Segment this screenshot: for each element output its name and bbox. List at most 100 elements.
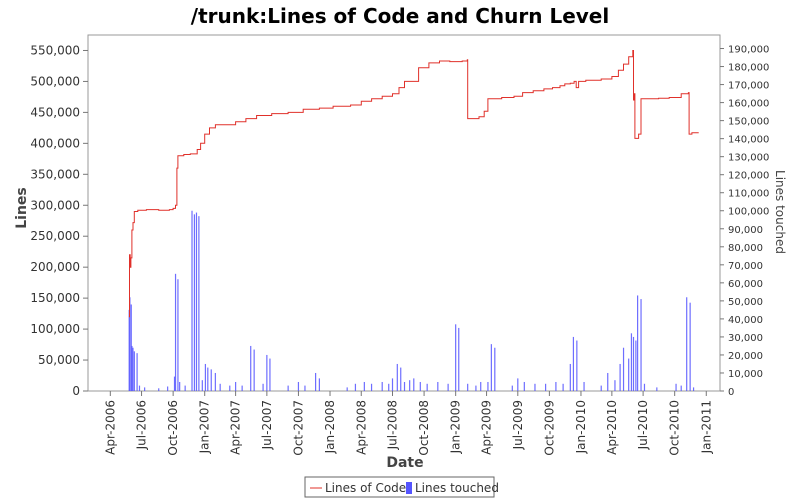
x-tick-label: Apr-2008	[354, 400, 368, 455]
churn-bar	[576, 340, 578, 391]
y2-tick-label: 40,000	[728, 315, 763, 326]
y-tick-label: 400,000	[30, 136, 80, 150]
churn-bar	[447, 383, 449, 391]
churn-bar	[191, 210, 193, 391]
churn-bar	[318, 378, 320, 391]
churn-bar	[315, 372, 317, 391]
x-tick-label: Jan-2007	[198, 400, 212, 454]
churn-bars	[128, 210, 695, 391]
churn-bar	[297, 381, 300, 391]
churn-bar	[396, 363, 398, 391]
churn-bar	[229, 385, 231, 391]
churn-bar	[381, 381, 383, 391]
y2-tick-label: 120,000	[728, 171, 769, 182]
x-tick-label: Oct-2010	[668, 400, 682, 456]
x-tick-label: Oct-2007	[291, 400, 305, 456]
x-tick-label: Jan-2009	[449, 400, 463, 454]
y2-tick-label: 150,000	[728, 117, 769, 128]
y-tick-label: 300,000	[30, 198, 80, 212]
churn-bar	[131, 345, 133, 391]
churn-bar	[523, 381, 525, 391]
churn-bar	[437, 381, 439, 391]
churn-bar	[628, 358, 630, 391]
y2-tick-label: 60,000	[728, 279, 763, 290]
x-tick-label: Oct-2006	[166, 400, 180, 456]
churn-bar	[128, 309, 130, 391]
y-tick-label: 250,000	[30, 229, 80, 243]
churn-bar	[250, 345, 252, 391]
x-tick-label: Apr-2010	[605, 400, 619, 455]
churn-bar	[204, 363, 207, 391]
y2-tick-label: 50,000	[728, 297, 763, 308]
churn-bar	[158, 388, 160, 391]
churn-bar	[179, 381, 181, 391]
x-tick-label: Jan-2011	[699, 400, 713, 454]
x-axis-label: Date	[386, 455, 423, 471]
churn-bar	[458, 327, 460, 391]
churn-bar	[391, 378, 394, 391]
churn-bar	[475, 385, 477, 391]
churn-bar	[130, 304, 132, 391]
axes: 0 50,000 100,000 150,000 200,000 250,000 300,0…	[30, 43, 769, 455]
churn-bar	[555, 381, 557, 391]
churn-bar	[640, 299, 642, 391]
y-tick-label: 500,000	[30, 74, 80, 88]
churn-bar	[614, 380, 616, 391]
y2-tick-label: 190,000	[728, 45, 769, 56]
y2-tick-label: 20,000	[728, 351, 763, 362]
churn-bar	[136, 353, 138, 391]
churn-bar	[643, 383, 646, 391]
churn-bar	[600, 385, 602, 391]
y-tick-label: 200,000	[30, 260, 80, 274]
churn-bar	[583, 381, 585, 391]
y2-tick-label: 80,000	[728, 243, 763, 254]
x-tick-label: Jul-2006	[135, 400, 149, 450]
churn-bar	[403, 381, 406, 391]
churn-bar	[210, 369, 212, 391]
y-tick-label: 450,000	[30, 105, 80, 119]
legend-bar-swatch	[406, 482, 412, 494]
churn-bar	[630, 333, 633, 391]
x-tick-label: Apr-2006	[103, 400, 117, 455]
y-tick-label: 50,000	[38, 353, 80, 367]
churn-bar	[635, 340, 637, 391]
y-tick-label: 0	[72, 384, 80, 398]
y-tick-label: 150,000	[30, 291, 80, 305]
churn-bar	[174, 273, 177, 391]
churn-bar	[269, 358, 271, 391]
churn-bar	[656, 387, 658, 391]
y2-tick-label: 130,000	[728, 153, 769, 164]
churn-bar	[619, 363, 621, 391]
churn-bar	[494, 347, 496, 391]
churn-bar	[370, 383, 373, 391]
y2-tick-label: 0	[728, 387, 734, 398]
plot-area	[87, 34, 721, 392]
y2-tick-label: 10,000	[728, 369, 763, 380]
y-tick-label: 350,000	[30, 167, 80, 181]
churn-bar	[511, 385, 513, 391]
x-tick-label: Jan-2010	[574, 400, 588, 454]
churn-bar	[177, 279, 179, 391]
x-tick-label: Jul-2009	[511, 400, 525, 450]
churn-bar	[173, 376, 176, 391]
churn-bar	[198, 216, 200, 391]
x-tick-label: Jan-2008	[323, 400, 337, 454]
churn-bar	[201, 380, 203, 391]
churn-bar	[287, 385, 289, 391]
x-tick-label: Apr-2009	[480, 400, 494, 455]
x-tick-label: Oct-2009	[542, 400, 556, 456]
y2-tick-label: 140,000	[728, 135, 769, 146]
churn-bar	[689, 302, 691, 391]
churn-bar	[480, 381, 482, 391]
churn-bar	[262, 383, 264, 391]
y-tick-label: 550,000	[30, 43, 80, 57]
x-tick-label: Jul-2007	[260, 400, 274, 450]
churn-bar	[133, 351, 135, 391]
churn-bar	[207, 367, 209, 391]
legend-label-lines-touched: Lines touched	[415, 481, 499, 495]
churn-bar	[129, 297, 131, 391]
legend-box	[304, 476, 495, 498]
churn-bar	[266, 354, 268, 391]
y2-tick-label: 70,000	[728, 261, 763, 272]
